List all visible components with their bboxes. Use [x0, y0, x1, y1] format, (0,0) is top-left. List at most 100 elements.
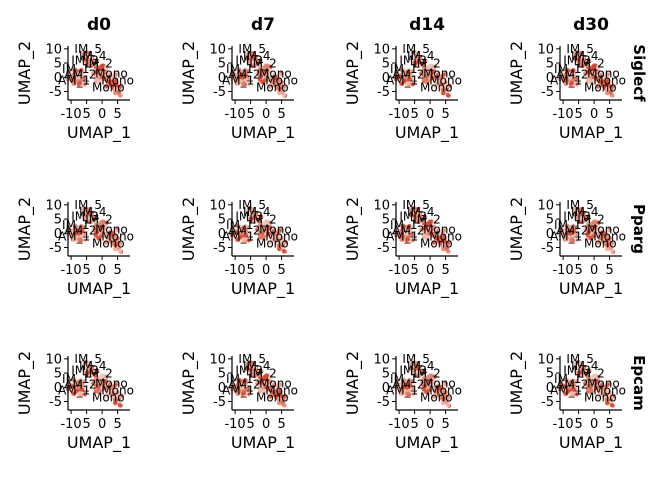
data-point	[277, 72, 282, 78]
x-tick-label: 0	[590, 107, 598, 122]
data-point	[102, 75, 107, 81]
y-axis-title: UMAP_2	[15, 41, 35, 105]
data-point	[257, 63, 262, 68]
data-point	[605, 72, 610, 78]
x-tick-label: 0	[426, 417, 434, 432]
data-point	[257, 70, 263, 75]
data-point	[72, 81, 77, 86]
y-tick-label: 10	[373, 198, 390, 213]
data-point	[93, 77, 99, 82]
cluster-label: IM_2	[85, 212, 113, 226]
y-tick-label: 10	[45, 42, 62, 57]
data-point	[580, 59, 585, 64]
x-tick-label: 0	[262, 417, 270, 432]
x-axis-title: UMAP_1	[231, 279, 295, 299]
data-point	[99, 70, 104, 75]
y-tick-label: 5	[218, 367, 226, 382]
data-point	[233, 230, 238, 235]
data-point	[273, 231, 278, 236]
y-tick-label: 0	[54, 227, 62, 242]
data-point	[249, 57, 254, 62]
data-point	[72, 71, 78, 76]
y-axis-title: UMAP_2	[179, 351, 199, 415]
data-point	[258, 73, 264, 79]
x-tick-label: 5	[410, 107, 418, 122]
cluster-label: Mono	[423, 66, 456, 80]
y-tick-label: 5	[546, 57, 554, 72]
data-point	[93, 233, 99, 238]
data-point	[586, 73, 592, 79]
x-tick-label: -10	[224, 417, 245, 432]
y-tick-label: 10	[537, 42, 554, 57]
cluster-label: Mono	[256, 237, 289, 251]
y-tick-label: 0	[546, 381, 554, 396]
data-point	[574, 82, 579, 87]
cluster-label: IM_2	[413, 56, 441, 70]
x-axis-title: UMAP_1	[395, 123, 459, 143]
x-tick-label: 5	[574, 263, 582, 278]
data-point	[263, 65, 269, 70]
panel-epcam-d0: IM_5IM_4IM_3IM_2IM_1AM_2AM_1MonoMonoMono…	[15, 351, 134, 453]
x-tick-label: -10	[552, 263, 573, 278]
data-point	[79, 77, 85, 82]
data-point	[236, 237, 241, 242]
cluster-label: AM_2	[228, 224, 260, 238]
data-point	[108, 79, 113, 84]
data-point	[76, 75, 81, 80]
data-point	[436, 79, 441, 84]
cluster-label: AM_1	[386, 73, 418, 87]
y-tick-label: -5	[541, 395, 554, 410]
x-tick-label: 5	[277, 107, 285, 122]
data-point	[267, 240, 273, 245]
y-tick-label: -5	[49, 395, 62, 410]
data-point	[421, 63, 426, 68]
cluster-label: IM_1	[62, 218, 90, 232]
x-tick-label: -10	[552, 417, 573, 432]
data-point	[252, 59, 257, 64]
cluster-label: Mono	[429, 383, 462, 397]
data-point	[421, 77, 427, 82]
data-point	[609, 93, 615, 98]
x-tick-label: 5	[246, 107, 254, 122]
data-point	[605, 90, 610, 96]
data-point	[277, 86, 282, 92]
x-tick-label: 5	[574, 107, 582, 122]
data-point	[569, 81, 575, 86]
cluster-label: AM_2	[392, 68, 424, 82]
panel-siglecf-d30: IM_5IM_4IM_3IM_2IM_1AM_2AM_1MonoMonoMono…	[507, 41, 626, 143]
cluster-label: IM_4	[243, 205, 271, 219]
data-point	[267, 84, 273, 89]
cluster-label: IM_2	[577, 56, 605, 70]
data-point	[113, 246, 118, 252]
cluster-label: IM_3	[71, 54, 99, 68]
data-point	[103, 240, 109, 245]
data-point	[72, 227, 78, 232]
data-point	[82, 213, 87, 218]
y-tick-label: 5	[382, 213, 390, 228]
data-point	[257, 77, 263, 82]
data-point	[252, 215, 257, 220]
data-point	[427, 65, 433, 70]
data-point	[404, 75, 409, 80]
x-axis-title: UMAP_1	[395, 433, 459, 453]
data-point	[109, 231, 114, 236]
y-tick-label: -5	[377, 85, 390, 100]
x-tick-label: 0	[98, 417, 106, 432]
cluster-label: IM_3	[235, 210, 263, 224]
data-point	[85, 57, 90, 62]
cluster-label: Mono	[587, 66, 620, 80]
y-tick-label: 0	[546, 71, 554, 86]
cluster-label: Mono	[101, 383, 134, 397]
data-point	[237, 67, 242, 73]
x-axis-title: UMAP_1	[67, 279, 131, 299]
y-tick-label: 10	[537, 198, 554, 213]
y-tick-label: -5	[377, 241, 390, 256]
cluster-label: IM_4	[243, 49, 271, 63]
x-axis-title: UMAP_1	[231, 123, 295, 143]
cluster-label: IM_4	[571, 49, 599, 63]
data-point	[252, 63, 257, 69]
y-axis-title: UMAP_2	[507, 197, 527, 261]
panel-siglecf-d7: IM_5IM_4IM_3IM_2IM_1AM_2AM_1MonoMonoMono…	[179, 41, 298, 143]
x-tick-label: 0	[426, 263, 434, 278]
